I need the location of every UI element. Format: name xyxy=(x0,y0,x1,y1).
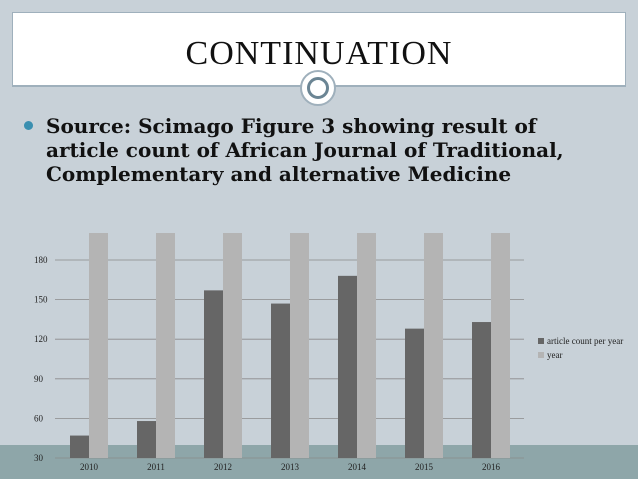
x-tick-label: 2011 xyxy=(147,462,165,472)
bar-article-count xyxy=(70,435,89,458)
bar-year xyxy=(156,233,175,458)
y-tick-label: 30 xyxy=(34,453,44,463)
bar-article-count xyxy=(137,421,156,458)
x-tick-label: 2013 xyxy=(281,462,300,472)
bar-article-count xyxy=(472,322,491,458)
y-tick-label: 180 xyxy=(34,255,48,265)
bar-year xyxy=(290,233,309,458)
y-tick-label: 150 xyxy=(34,295,48,305)
y-tick-label: 90 xyxy=(34,374,44,384)
bar-article-count xyxy=(204,290,223,458)
legend-swatch xyxy=(538,352,544,358)
bar-chart: 30 60 90 120 150 180 2010 2011 2012 2013 2014 2015 2… xyxy=(34,233,623,472)
bar-year xyxy=(357,233,376,458)
circle-ornament-icon xyxy=(300,70,336,106)
bar-year xyxy=(89,233,108,458)
x-tick-label: 2014 xyxy=(348,462,367,472)
legend-label: year xyxy=(547,350,563,360)
bar-year xyxy=(223,233,242,458)
bar-year xyxy=(491,233,510,458)
x-tick-label: 2012 xyxy=(214,462,232,472)
bar-article-count xyxy=(338,275,357,458)
y-tick-label: 60 xyxy=(34,413,44,423)
bullet-dot-icon xyxy=(24,121,33,130)
bar-article-count xyxy=(271,303,290,458)
x-tick-label: 2016 xyxy=(482,462,501,472)
legend-label: article count per year xyxy=(547,336,623,346)
bar-article-count xyxy=(405,328,424,458)
x-tick-label: 2015 xyxy=(415,462,434,472)
slide-title: CONTINUATION xyxy=(185,35,453,72)
bullet-text: Source: Scimago Figure 3 showing result … xyxy=(46,114,564,186)
bar-year xyxy=(424,233,443,458)
y-tick-label: 120 xyxy=(34,334,48,344)
x-tick-label: 2010 xyxy=(80,462,99,472)
legend-swatch xyxy=(538,338,544,344)
